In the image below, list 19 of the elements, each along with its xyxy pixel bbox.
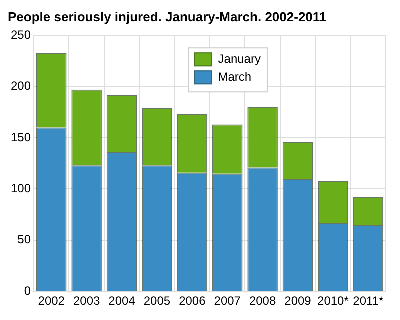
y-tick-label: 0 <box>24 284 32 298</box>
legend-label: March <box>218 70 252 84</box>
legend-label: January <box>218 52 261 66</box>
x-tick-label: 2007 <box>214 294 242 308</box>
y-tick-label: 200 <box>10 79 32 94</box>
x-tick-label: 2009 <box>284 294 312 308</box>
x-tick-label: 2005 <box>144 294 171 308</box>
chart-title: People seriously injured. January-March. 2002-2011 <box>8 9 327 24</box>
x-tick-label: 2003 <box>73 294 100 308</box>
x-tick-label: 2008 <box>249 294 276 308</box>
y-tick-label: 100 <box>10 182 32 196</box>
y-tick-label: 250 <box>10 28 32 42</box>
x-tick-label: 2004 <box>108 294 136 308</box>
x-tick-label: 2006 <box>179 294 206 308</box>
y-tick-label: 50 <box>18 232 32 247</box>
x-tick-label: 2002 <box>38 294 66 308</box>
x-tick-label: 2011* <box>353 294 384 308</box>
y-tick-label: 150 <box>10 130 32 144</box>
x-tick-label: 2010* <box>318 294 350 308</box>
